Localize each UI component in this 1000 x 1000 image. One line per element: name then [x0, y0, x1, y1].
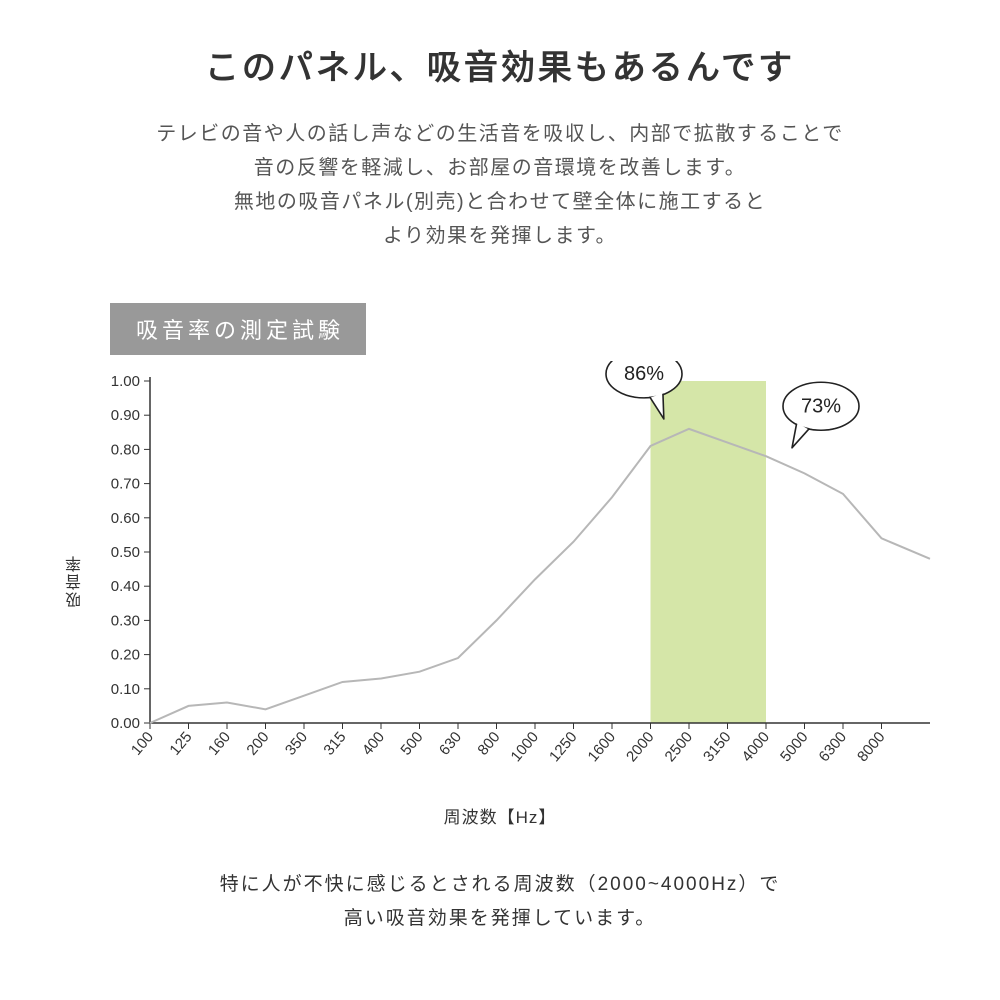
svg-text:0.60: 0.60	[111, 510, 140, 527]
x-axis-label: 周波数【Hz】	[60, 803, 940, 828]
absorption-chart: 吸音率 0.00 0.10 0.20 0.30 0.40 0.50 0.60 0.70 0.80…	[60, 361, 940, 801]
svg-text:315: 315	[320, 729, 349, 759]
svg-text:0.10: 0.10	[111, 681, 140, 698]
svg-text:0.40: 0.40	[111, 578, 140, 595]
svg-text:0.00: 0.00	[111, 715, 140, 732]
svg-text:0.30: 0.30	[111, 612, 140, 629]
svg-text:400: 400	[359, 729, 388, 759]
svg-text:3150: 3150	[700, 729, 734, 765]
svg-text:1250: 1250	[546, 729, 580, 765]
chart-svg: 0.00 0.10 0.20 0.30 0.40 0.50 0.60 0.70 0.80 0.90…	[60, 361, 940, 801]
svg-text:1.00: 1.00	[111, 373, 140, 390]
svg-text:125: 125	[166, 729, 195, 759]
svg-text:0.50: 0.50	[111, 544, 140, 561]
svg-text:5000: 5000	[777, 729, 811, 765]
footnote: 特に人が不快に感じるとされる周波数（2000~4000Hz）で高い吸音効果を発揮…	[60, 868, 940, 936]
svg-text:1600: 1600	[585, 729, 619, 765]
svg-text:100: 100	[128, 729, 157, 759]
svg-text:630: 630	[436, 729, 465, 759]
svg-text:350: 350	[282, 729, 311, 759]
svg-text:6300: 6300	[816, 729, 850, 765]
svg-text:0.70: 0.70	[111, 476, 140, 493]
svg-text:0.90: 0.90	[111, 407, 140, 424]
page-title: このパネル、吸音効果もあるんです	[60, 40, 940, 89]
svg-text:1000: 1000	[508, 729, 542, 765]
svg-text:2000: 2000	[623, 729, 657, 765]
svg-text:4000: 4000	[739, 729, 773, 765]
y-axis-label: 吸音率	[64, 554, 88, 608]
svg-text:0.80: 0.80	[111, 441, 140, 458]
description: テレビの音や人の話し声などの生活音を吸収し、内部で拡散することで音の反響を軽減し…	[60, 117, 940, 253]
svg-text:200: 200	[243, 729, 272, 759]
svg-text:86%: 86%	[624, 363, 664, 385]
section-badge: 吸音率の測定試験	[110, 303, 366, 355]
svg-text:8000: 8000	[854, 729, 888, 765]
svg-text:160: 160	[205, 729, 234, 759]
svg-text:500: 500	[397, 729, 426, 759]
svg-text:73%: 73%	[801, 396, 841, 418]
svg-text:800: 800	[474, 729, 503, 759]
svg-text:2500: 2500	[662, 729, 696, 765]
svg-text:0.20: 0.20	[111, 647, 140, 664]
